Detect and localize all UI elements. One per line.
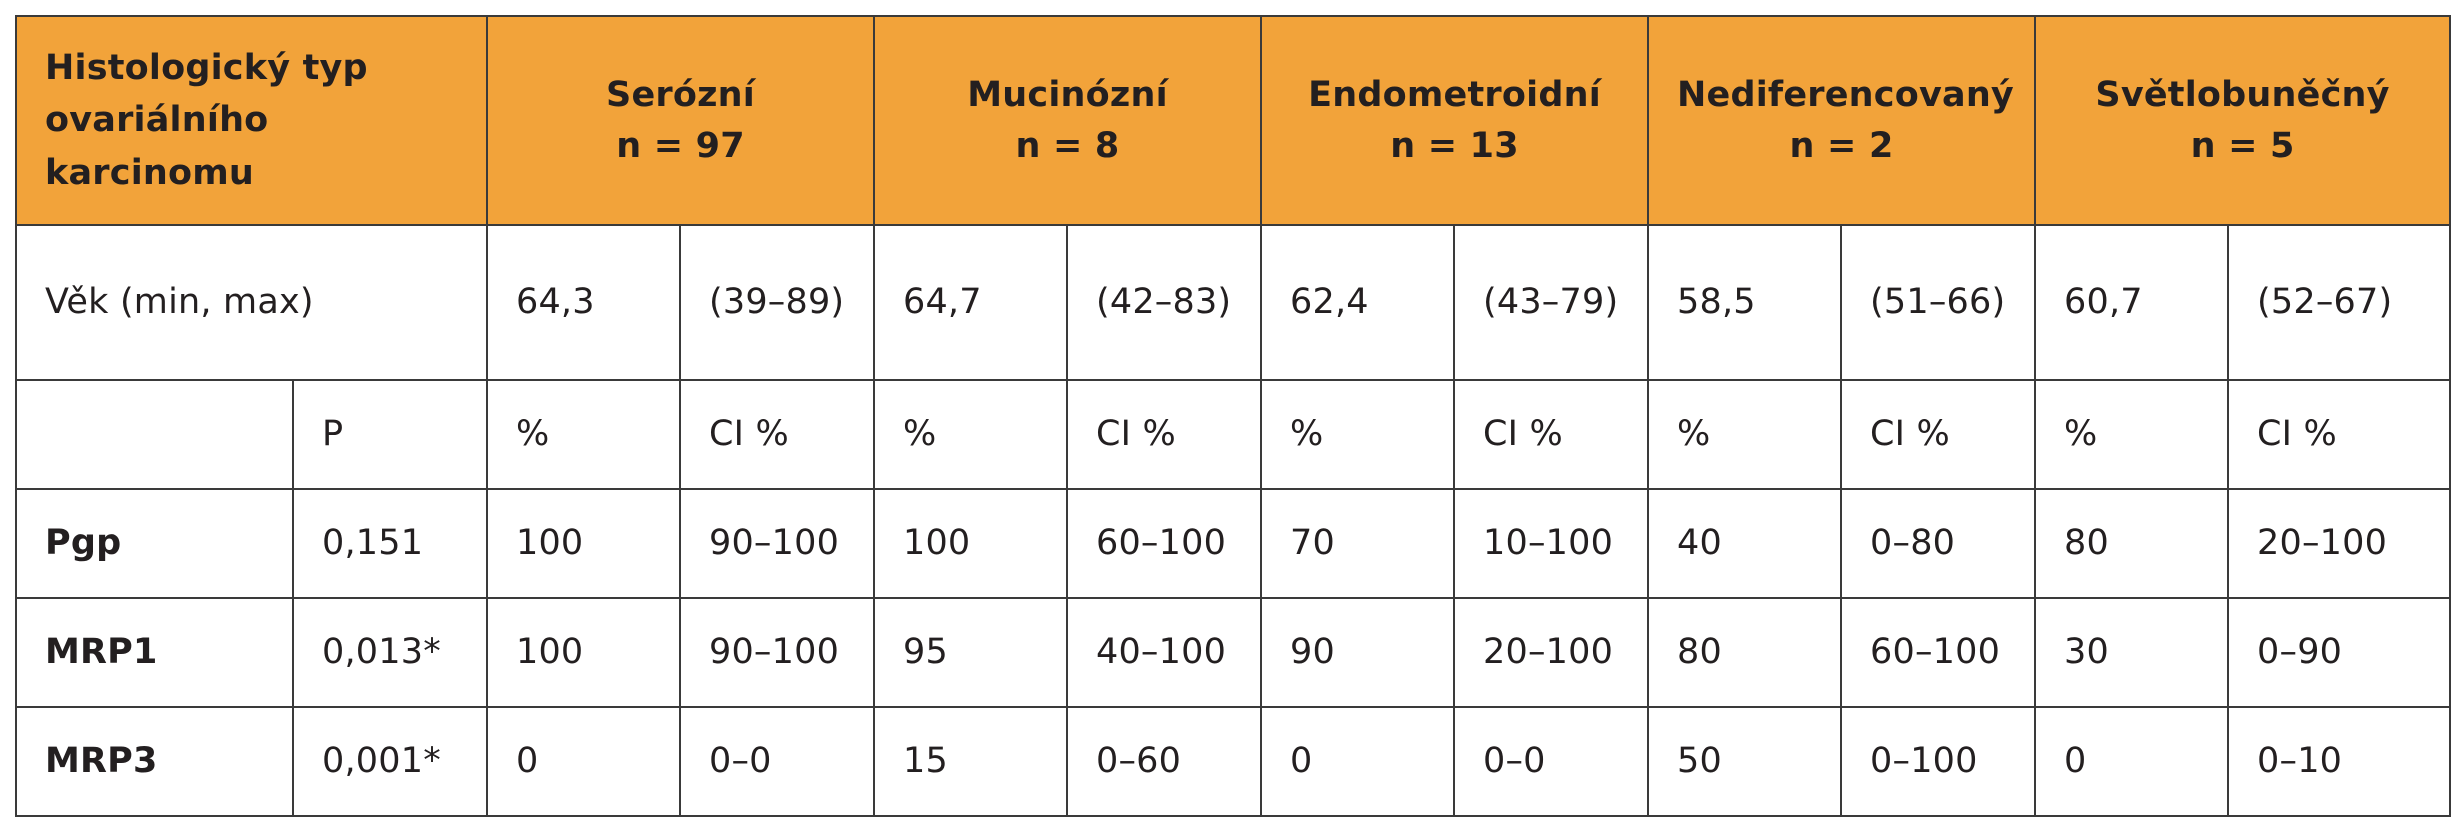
ci-value: 20–100	[1453, 597, 1650, 708]
ci-value: 20–100	[2227, 488, 2452, 599]
p-header: P	[292, 379, 488, 490]
group-header-svetlobunecny: Světlobuněčný n = 5	[2034, 15, 2452, 226]
group-header-serozni: Serózní n = 97	[486, 15, 875, 226]
units-row: P % CI % % CI % % CI % % CI % % CI %	[15, 379, 2452, 490]
marker-row-pgp: Pgp 0,151 100 90–100 100 60–100 70 10–10…	[15, 488, 2452, 599]
pct-value: 80	[1647, 597, 1843, 708]
pct-value: 0	[2034, 706, 2230, 817]
ci-value: 0–10	[2227, 706, 2452, 817]
pct-value: 80	[2034, 488, 2230, 599]
group-header-nediferencovany: Nediferencovaný n = 2	[1647, 15, 2037, 226]
age-mean: 64,3	[486, 224, 681, 381]
corner-header: Histologický typ ovariálního karcinomu	[15, 15, 488, 226]
age-label: Věk (min, max)	[15, 224, 488, 381]
group-name: Světlobuněčný	[2095, 74, 2390, 115]
group-name: Nediferencovaný	[1677, 74, 2014, 115]
age-mean: 60,7	[2034, 224, 2230, 381]
ci-value: 60–100	[1065, 488, 1263, 599]
age-mean: 58,5	[1647, 224, 1843, 381]
pct-value: 100	[486, 488, 681, 599]
ci-header: CI %	[1840, 379, 2037, 490]
ci-value: 0–0	[679, 706, 875, 817]
pct-value: 0	[486, 706, 681, 817]
ci-header: CI %	[1453, 379, 1650, 490]
ci-value: 90–100	[679, 597, 875, 708]
ci-value: 60–100	[1840, 597, 2037, 708]
age-range: (39–89)	[679, 224, 875, 381]
pct-header: %	[873, 379, 1068, 490]
group-n: n = 8	[1015, 125, 1120, 166]
ci-header: CI %	[679, 379, 875, 490]
data-table: Histologický typ ovariálního karcinomu S…	[15, 15, 2452, 817]
group-n: n = 97	[616, 125, 745, 166]
marker-row-mrp3: MRP3 0,001* 0 0–0 15 0–60 0 0–0 50 0–100…	[15, 706, 2452, 817]
ci-value: 10–100	[1453, 488, 1650, 599]
group-n: n = 2	[1789, 125, 1894, 166]
marker-name: Pgp	[15, 488, 294, 599]
group-n: n = 13	[1390, 125, 1519, 166]
ci-value: 40–100	[1065, 597, 1263, 708]
empty-cell	[15, 379, 294, 490]
pct-value: 40	[1647, 488, 1843, 599]
marker-name: MRP1	[15, 597, 294, 708]
age-row: Věk (min, max) 64,3 (39–89) 64,7 (42–83)…	[15, 224, 2452, 381]
group-name: Endometroidní	[1308, 74, 1601, 115]
age-range: (43–79)	[1453, 224, 1650, 381]
group-header-endometroidni: Endometroidní n = 13	[1260, 15, 1650, 226]
age-range: (52–67)	[2227, 224, 2452, 381]
pct-value: 95	[873, 597, 1068, 708]
marker-row-mrp1: MRP1 0,013* 100 90–100 95 40–100 90 20–1…	[15, 597, 2452, 708]
pct-value: 100	[486, 597, 681, 708]
p-value: 0,013*	[292, 597, 488, 708]
table-container: Histologický typ ovariálního karcinomu S…	[15, 15, 2452, 817]
pct-value: 70	[1260, 488, 1456, 599]
pct-header: %	[486, 379, 681, 490]
pct-value: 50	[1647, 706, 1843, 817]
ci-value: 0–90	[2227, 597, 2452, 708]
age-mean: 64,7	[873, 224, 1068, 381]
age-range: (42–83)	[1065, 224, 1263, 381]
ci-value: 90–100	[679, 488, 875, 599]
group-name: Serózní	[606, 74, 755, 115]
p-value: 0,151	[292, 488, 488, 599]
pct-value: 0	[1260, 706, 1456, 817]
group-name: Mucinózní	[967, 74, 1168, 115]
ci-header: CI %	[1065, 379, 1263, 490]
pct-header: %	[2034, 379, 2230, 490]
pct-value: 100	[873, 488, 1068, 599]
pct-value: 90	[1260, 597, 1456, 708]
marker-name: MRP3	[15, 706, 294, 817]
p-value: 0,001*	[292, 706, 488, 817]
ci-value: 0–60	[1065, 706, 1263, 817]
header-row: Histologický typ ovariálního karcinomu S…	[15, 15, 2452, 226]
age-range: (51–66)	[1840, 224, 2037, 381]
pct-header: %	[1260, 379, 1456, 490]
pct-value: 30	[2034, 597, 2230, 708]
ci-value: 0–80	[1840, 488, 2037, 599]
pct-header: %	[1647, 379, 1843, 490]
group-n: n = 5	[2190, 125, 2295, 166]
ci-header: CI %	[2227, 379, 2452, 490]
age-mean: 62,4	[1260, 224, 1456, 381]
group-header-mucinozni: Mucinózní n = 8	[872, 15, 1263, 226]
